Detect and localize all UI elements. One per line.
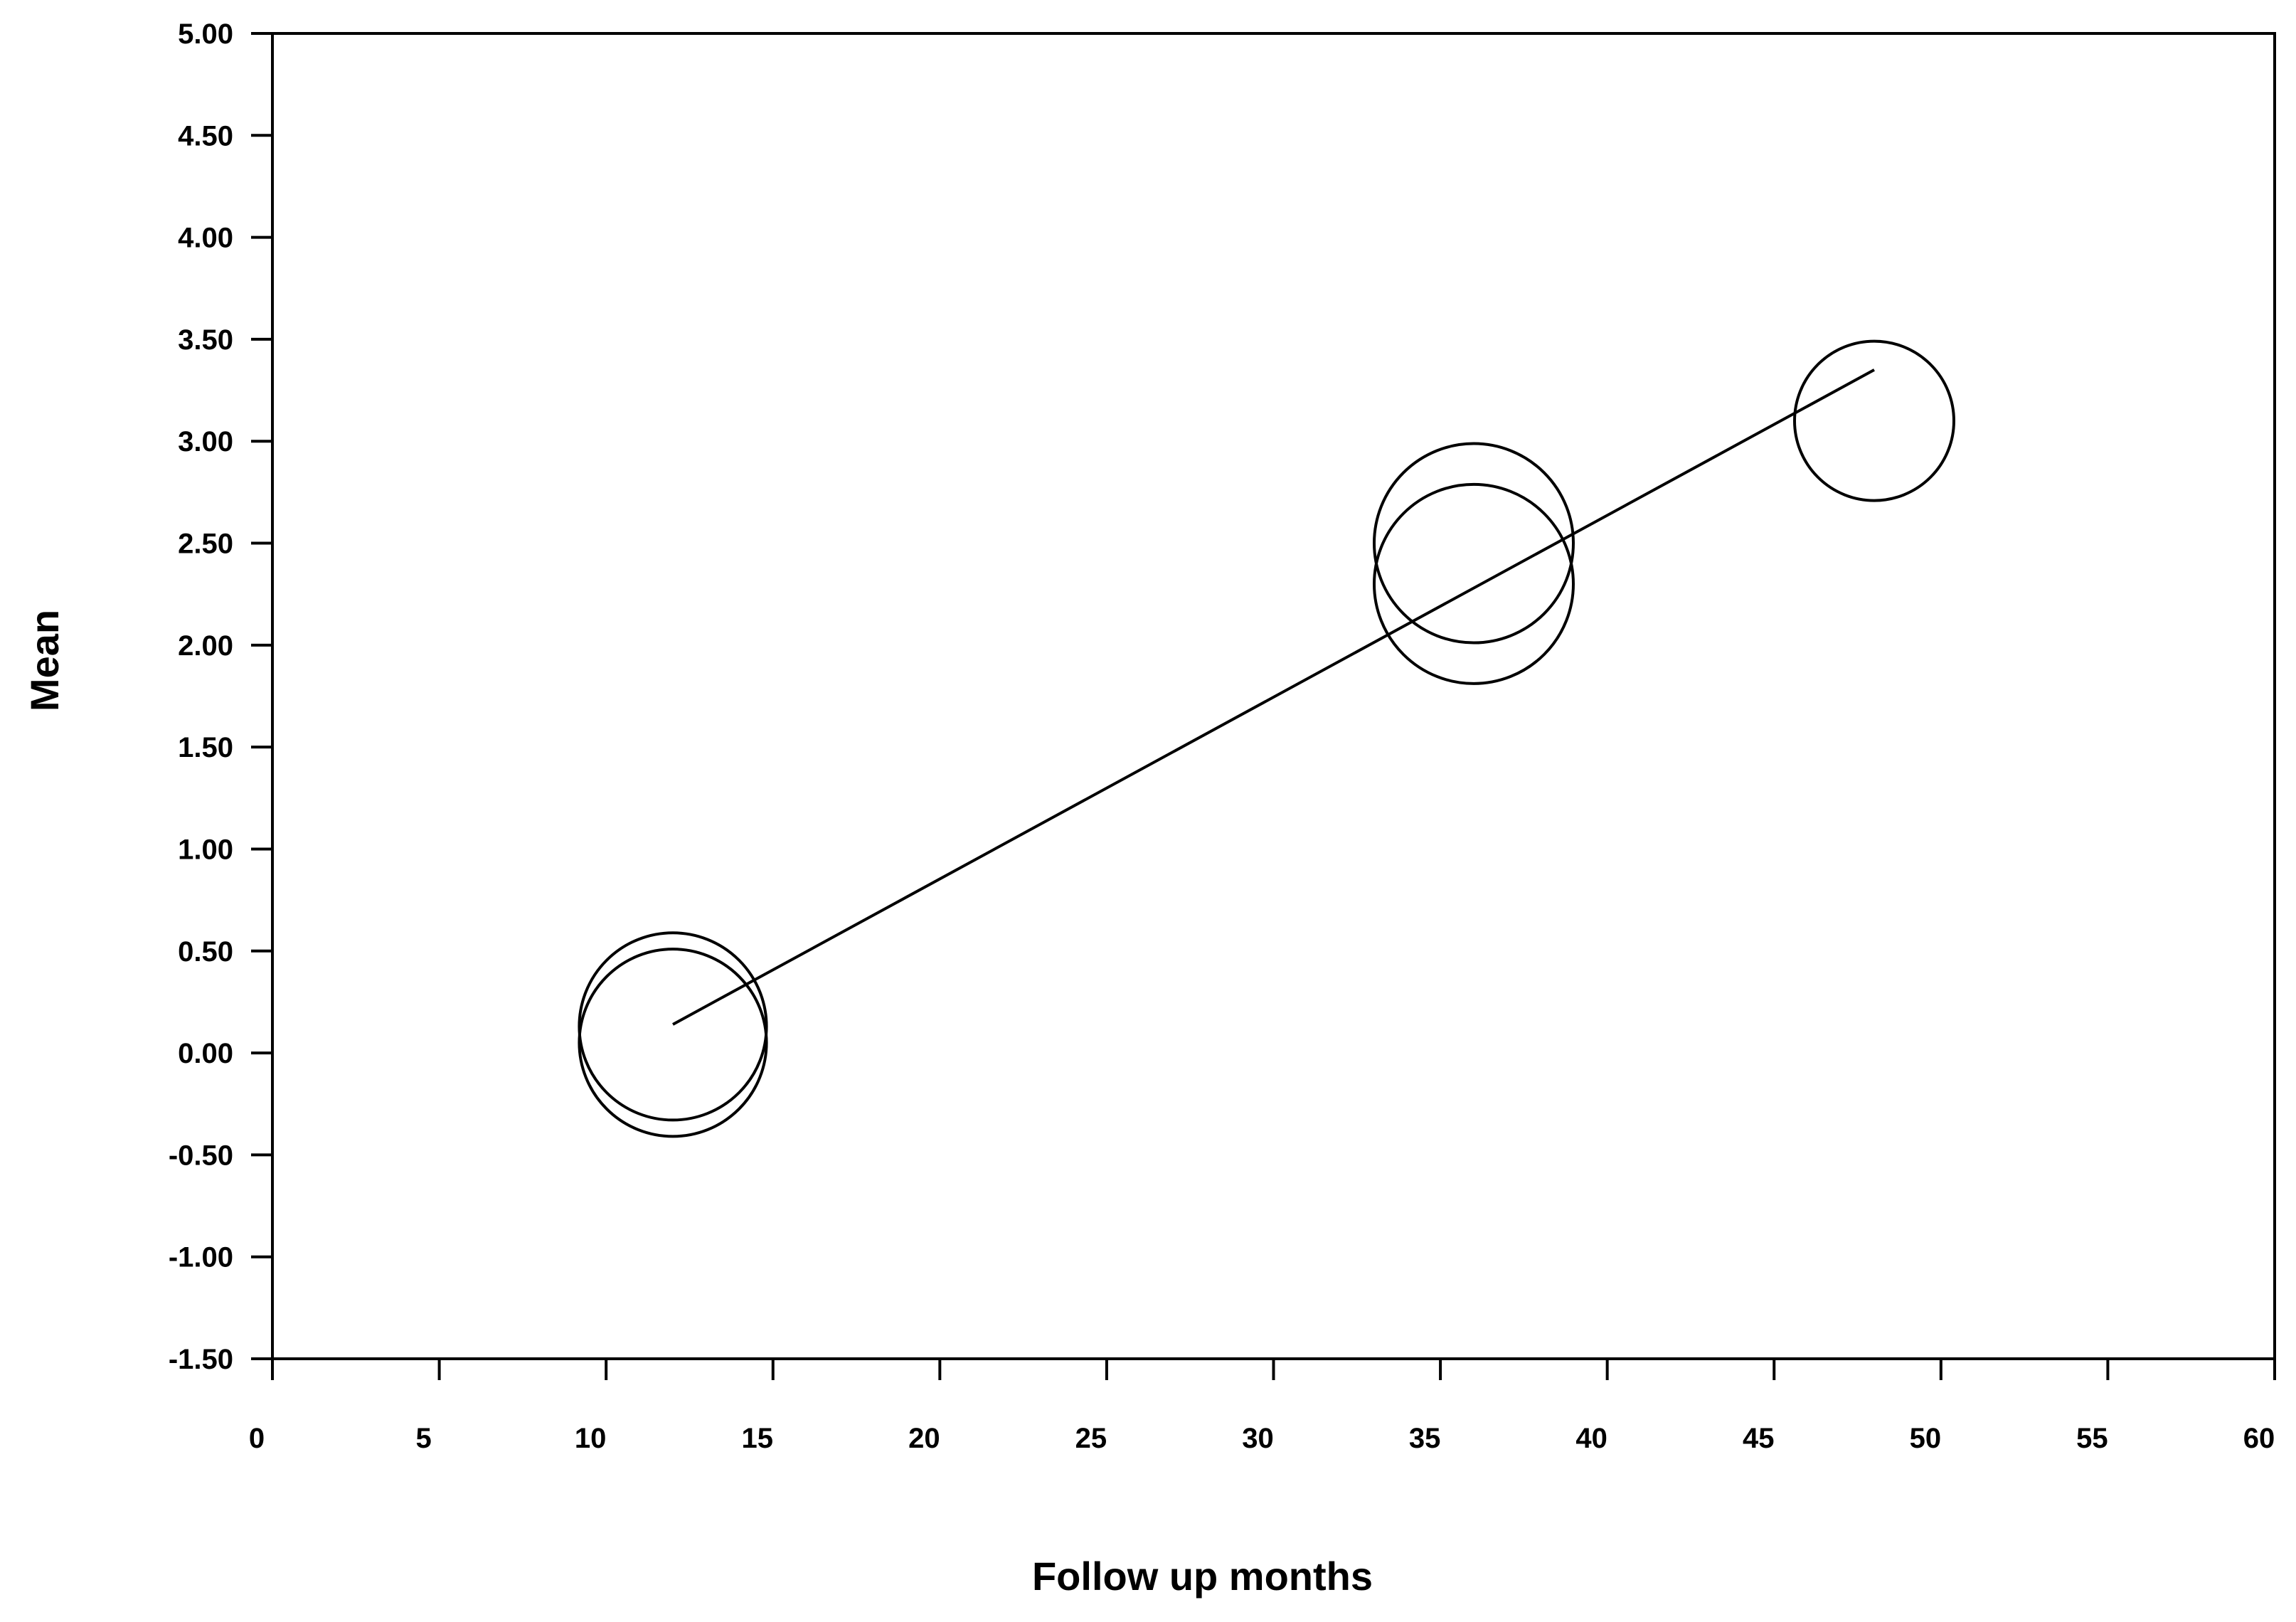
y-tick-label: 2.50 — [178, 529, 233, 560]
data-points — [578, 339, 1955, 1138]
x-tick-label: 25 — [1075, 1423, 1107, 1454]
x-tick-label: 15 — [742, 1423, 774, 1454]
y-tick-label: 1.50 — [178, 732, 233, 763]
x-tick-label: 60 — [2243, 1423, 2275, 1454]
y-tick-label: 2.00 — [178, 630, 233, 662]
data-point-bubble — [578, 931, 768, 1122]
y-axis-label: Mean — [22, 610, 67, 711]
x-tick-label: 40 — [1575, 1423, 1607, 1454]
y-tick-label: 0.00 — [178, 1038, 233, 1069]
y-tick-label: -1.50 — [169, 1344, 233, 1375]
x-tick-label: 55 — [2076, 1423, 2108, 1454]
data-point-bubble — [1373, 482, 1575, 685]
x-tick-label: 45 — [1743, 1423, 1775, 1454]
y-axis-ticks: 5.00 4.50 4.00 3.50 3.00 2.50 2.00 1.50 1.00 0.50… — [169, 18, 272, 1375]
y-tick-label: 1.00 — [178, 834, 233, 865]
x-tick-label: 30 — [1242, 1423, 1274, 1454]
y-tick-label: -1.00 — [169, 1242, 233, 1273]
x-tick-label: 50 — [1910, 1423, 1942, 1454]
y-tick-label: -0.50 — [169, 1140, 233, 1171]
y-tick-label: 3.00 — [178, 426, 233, 457]
data-point-bubble — [578, 948, 768, 1138]
data-point-bubble — [1793, 339, 1955, 502]
x-tick-label: 35 — [1409, 1423, 1441, 1454]
y-tick-label: 4.50 — [178, 120, 233, 152]
y-tick-label: 4.00 — [178, 223, 233, 254]
x-tick-label: 5 — [415, 1423, 431, 1454]
data-point-bubble — [1373, 442, 1575, 645]
x-tick-label: 10 — [575, 1423, 607, 1454]
x-tick-label: 0 — [249, 1423, 265, 1454]
regression-line-group — [672, 369, 1875, 1026]
plot-area-frame — [271, 32, 2276, 1360]
y-tick-label: 0.50 — [178, 936, 233, 968]
regression-line — [672, 369, 1875, 1026]
x-axis-label: Follow up months — [1032, 1554, 1373, 1599]
y-tick-label: 5.00 — [178, 18, 233, 50]
y-tick-label: 3.50 — [178, 324, 233, 356]
x-axis-ticks: 0 5 10 15 20 25 30 35 40 45 50 55 60 — [249, 1359, 2276, 1454]
x-tick-label: 20 — [908, 1423, 940, 1454]
